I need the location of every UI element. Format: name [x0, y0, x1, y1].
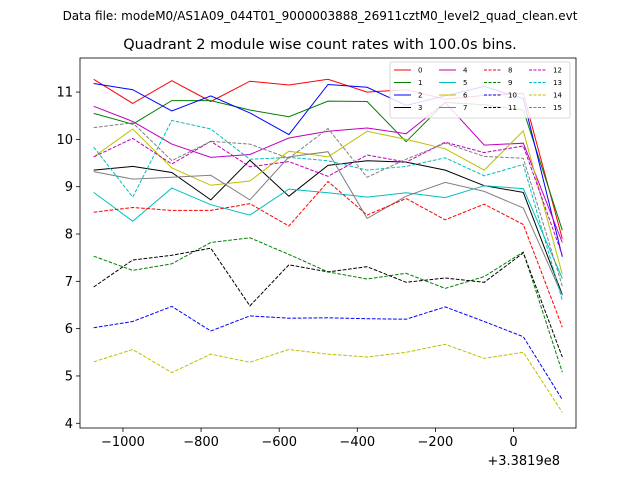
- legend-label-8: 8: [508, 67, 512, 75]
- legend-box: [389, 61, 571, 119]
- axes-frame: [79, 57, 577, 429]
- legend-label-13: 13: [553, 79, 562, 87]
- legend-label-12: 12: [553, 67, 562, 75]
- x-offset-label: +3.3819e8: [487, 454, 560, 469]
- series-line-8: [93, 180, 563, 328]
- series-line-7: [93, 151, 563, 296]
- x-tick-label: −800: [183, 435, 219, 450]
- series-line-14: [93, 343, 563, 413]
- legend-label-15: 15: [553, 104, 562, 112]
- x-tick-label: −1000: [101, 435, 145, 450]
- legend-label-3: 3: [418, 104, 422, 112]
- legend-label-11: 11: [508, 104, 517, 112]
- series-line-11: [93, 247, 563, 358]
- y-tick-label: 9: [65, 180, 73, 195]
- series-line-3: [93, 159, 563, 295]
- x-tick-label: −400: [339, 435, 375, 450]
- series-line-6: [93, 128, 563, 275]
- series-line-13: [93, 119, 563, 301]
- legend-label-4: 4: [463, 67, 468, 75]
- chart-title: Quadrant 2 module wise count rates with …: [123, 37, 517, 53]
- series-line-4: [93, 101, 563, 243]
- y-tick-label: 4: [65, 417, 73, 432]
- legend-label-6: 6: [463, 92, 468, 100]
- series-line-5: [93, 185, 563, 279]
- legend-label-10: 10: [508, 92, 517, 100]
- legend-label-2: 2: [418, 92, 422, 100]
- series-line-9: [93, 237, 563, 373]
- y-tick-label: 11: [56, 86, 73, 101]
- legend-label-9: 9: [508, 79, 512, 87]
- y-tick-label: 8: [65, 228, 73, 243]
- y-tick-label: 5: [65, 369, 73, 384]
- legend-label-0: 0: [418, 67, 422, 75]
- plot-area: −1000 −800 −600 −400 −200 0456789101101234567…: [56, 57, 577, 450]
- y-tick-label: 7: [65, 275, 73, 290]
- y-tick-label: 6: [65, 322, 73, 337]
- x-tick-label: −200: [418, 435, 454, 450]
- series-line-10: [93, 305, 563, 400]
- legend-label-7: 7: [463, 104, 467, 112]
- legend-label-1: 1: [418, 79, 422, 87]
- y-tick-label: 10: [56, 133, 73, 148]
- legend-label-5: 5: [463, 79, 467, 87]
- x-tick-label: 0: [509, 435, 517, 450]
- series-line-15: [93, 122, 563, 287]
- series-line-12: [93, 137, 563, 256]
- legend-label-14: 14: [553, 92, 562, 100]
- x-tick-label: −600: [261, 435, 297, 450]
- chart-suptitle: Data file: modeM0/AS1A09_044T01_90000038…: [63, 9, 578, 23]
